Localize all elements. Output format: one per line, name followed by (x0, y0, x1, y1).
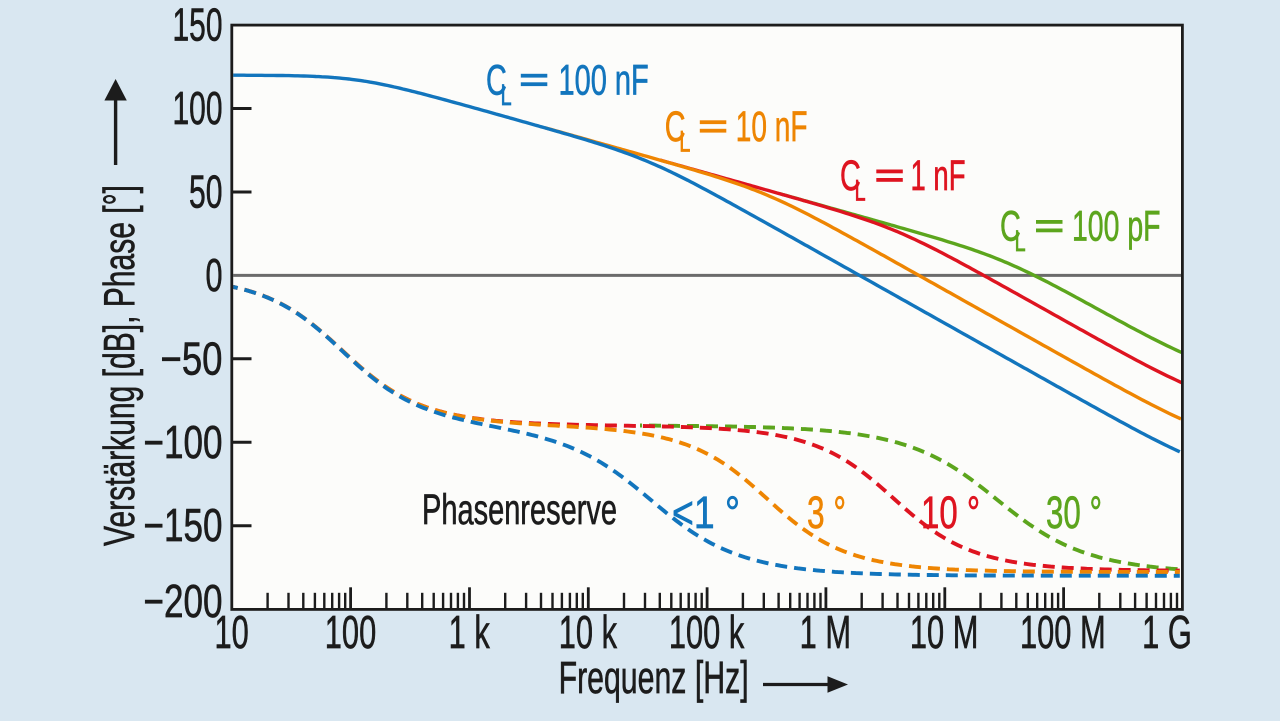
svg-text:C: C (665, 102, 686, 150)
svg-text:C: C (486, 56, 507, 104)
svg-text:150: 150 (173, 1, 223, 52)
svg-text:10 M: 10 M (910, 608, 978, 659)
svg-text:C: C (840, 151, 861, 199)
svg-text:10 °: 10 ° (921, 488, 980, 539)
svg-text:10 k: 10 k (559, 608, 618, 659)
svg-text:30 °: 30 ° (1046, 488, 1102, 539)
svg-text:100 M: 100 M (1020, 608, 1106, 659)
svg-text:−200: −200 (144, 577, 223, 628)
svg-text:L: L (501, 79, 512, 112)
svg-text:−100: −100 (144, 418, 223, 469)
svg-text:100 nF: 100 nF (559, 56, 649, 104)
svg-text:100: 100 (325, 608, 376, 659)
svg-text:1 G: 1 G (1142, 608, 1192, 659)
svg-text:0: 0 (205, 251, 222, 302)
svg-text:1 nF: 1 nF (911, 151, 966, 199)
svg-text:Verstärkung [dB], Phase [°]: Verstärkung [dB], Phase [°] (94, 185, 143, 546)
svg-text:L: L (1015, 225, 1026, 258)
svg-text:1 k: 1 k (449, 608, 490, 659)
svg-text:1 M: 1 M (800, 608, 851, 659)
svg-text:L: L (855, 175, 866, 208)
svg-text:<1 °: <1 ° (672, 488, 740, 539)
svg-text:−150: −150 (144, 501, 223, 552)
svg-text:Phasenreserve: Phasenreserve (422, 485, 617, 533)
svg-text:3 °: 3 ° (807, 488, 846, 539)
svg-text:50: 50 (189, 168, 223, 219)
svg-text:C: C (1000, 202, 1021, 250)
svg-text:10 nF: 10 nF (736, 102, 808, 150)
svg-text:100 k: 100 k (669, 608, 745, 659)
svg-text:100 pF: 100 pF (1072, 202, 1161, 250)
svg-text:L: L (679, 125, 690, 158)
svg-text:10: 10 (214, 608, 248, 659)
svg-text:−50: −50 (161, 334, 223, 385)
svg-text:100: 100 (173, 84, 223, 135)
svg-text:Frequenz [Hz]: Frequenz [Hz] (559, 653, 749, 704)
